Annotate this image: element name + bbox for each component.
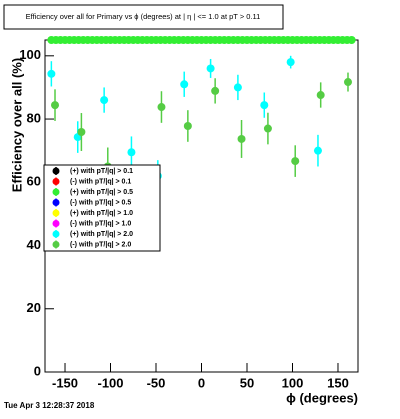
chart-title: Efficiency over all for Primary vs ϕ (de… — [26, 12, 261, 21]
timestamp: Tue Apr 3 12:28:37 2018 — [4, 401, 95, 410]
data-point — [286, 58, 295, 67]
y-tick-label: 40 — [27, 237, 41, 252]
data-point — [180, 80, 189, 89]
x-tick-label: 100 — [282, 375, 304, 390]
data-point — [183, 122, 192, 131]
legend-label: (-) with pT/|q| > 0.5 — [70, 199, 131, 206]
data-point — [316, 91, 325, 100]
y-tick-label: 20 — [27, 300, 41, 315]
legend-marker — [52, 220, 60, 227]
legend-box — [43, 164, 161, 252]
legend-marker — [52, 230, 60, 238]
data-point — [343, 78, 352, 87]
data-point — [100, 96, 109, 105]
x-tick-label: 150 — [327, 375, 349, 390]
y-tick-label: 80 — [27, 110, 41, 125]
legend-marker — [52, 199, 60, 206]
data-point — [157, 103, 166, 112]
y-tick-label: 100 — [19, 47, 41, 62]
x-tick-label: 50 — [240, 375, 254, 390]
series — [47, 36, 356, 44]
y-tick-label: 0 — [34, 363, 41, 378]
legend-label: (-) with pT/|q| > 0.1 — [70, 178, 131, 185]
legend-marker — [52, 209, 60, 217]
data-point — [211, 86, 220, 95]
data-point — [291, 157, 300, 166]
legend-label: (+) with pT/|q| > 0.5 — [70, 189, 133, 196]
data-point — [47, 69, 56, 78]
legend-marker — [52, 188, 60, 196]
data-point — [260, 101, 269, 110]
x-axis-label: ϕ (degrees) — [286, 390, 358, 405]
data-point — [313, 146, 322, 155]
legend-label: (+) with pT/|q| > 1.0 — [70, 210, 133, 217]
title-box — [3, 4, 284, 30]
data-point — [237, 134, 246, 143]
legend-label: (+) with pT/|q| > 0.1 — [70, 168, 133, 175]
data-point — [206, 64, 215, 73]
y-axis-label: Efficiency over all (%) — [9, 58, 24, 192]
legend-label: (+) with pT/|q| > 2.0 — [70, 231, 133, 238]
data-point — [347, 36, 356, 44]
legend-label: (-) with pT/|q| > 1.0 — [70, 220, 131, 227]
data-point — [233, 83, 242, 92]
data-point — [51, 101, 60, 110]
y-tick-label: 60 — [27, 174, 41, 189]
legend-marker — [52, 167, 60, 175]
data-point — [77, 128, 86, 137]
legend-label: (-) with pT/|q| > 2.0 — [70, 241, 131, 248]
x-tick-label: -150 — [52, 375, 78, 390]
x-tick-label: -100 — [97, 375, 123, 390]
x-tick-label: 0 — [198, 375, 205, 390]
legend-marker — [52, 241, 60, 248]
data-point — [263, 124, 272, 133]
legend-marker — [52, 178, 60, 185]
x-tick-label: -50 — [147, 375, 166, 390]
data-point — [127, 148, 136, 157]
